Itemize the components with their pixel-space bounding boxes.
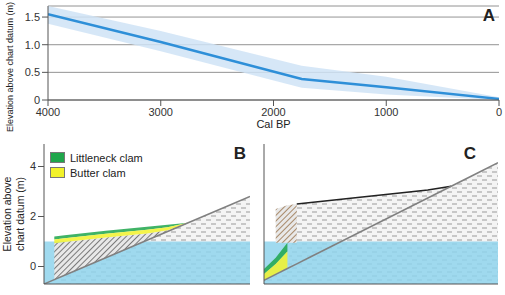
svg-text:1.5: 1.5: [25, 11, 40, 23]
html-text:B: B: [233, 144, 246, 163]
html-text:Butter clam: Butter clam: [70, 166, 126, 179]
svg-text:4: 4: [30, 160, 36, 172]
html-text:A: A: [482, 6, 495, 25]
svg-text:2: 2: [30, 210, 36, 222]
svg-text:0.5: 0.5: [25, 66, 40, 78]
svg-text:0: 0: [34, 94, 40, 106]
svg-text:2000: 2000: [261, 106, 285, 118]
svg-text:1.0: 1.0: [25, 39, 40, 51]
html-text:C: C: [463, 144, 476, 163]
svg-text:0: 0: [30, 260, 36, 272]
svg-text:4000: 4000: [36, 106, 60, 118]
html-text:Cal BP: Cal BP: [256, 118, 291, 130]
html-text:Littleneck clam: Littleneck clam: [70, 151, 143, 164]
svg-text:3000: 3000: [149, 106, 173, 118]
svg-text:0: 0: [496, 106, 502, 118]
svg-text:1000: 1000: [374, 106, 398, 118]
html-text:Elevation above chart datum (m: Elevation above chart datum (m): [0, 176, 25, 252]
html-text:Elevation above chart datum (m: Elevation above chart datum (m): [4, 2, 15, 132]
